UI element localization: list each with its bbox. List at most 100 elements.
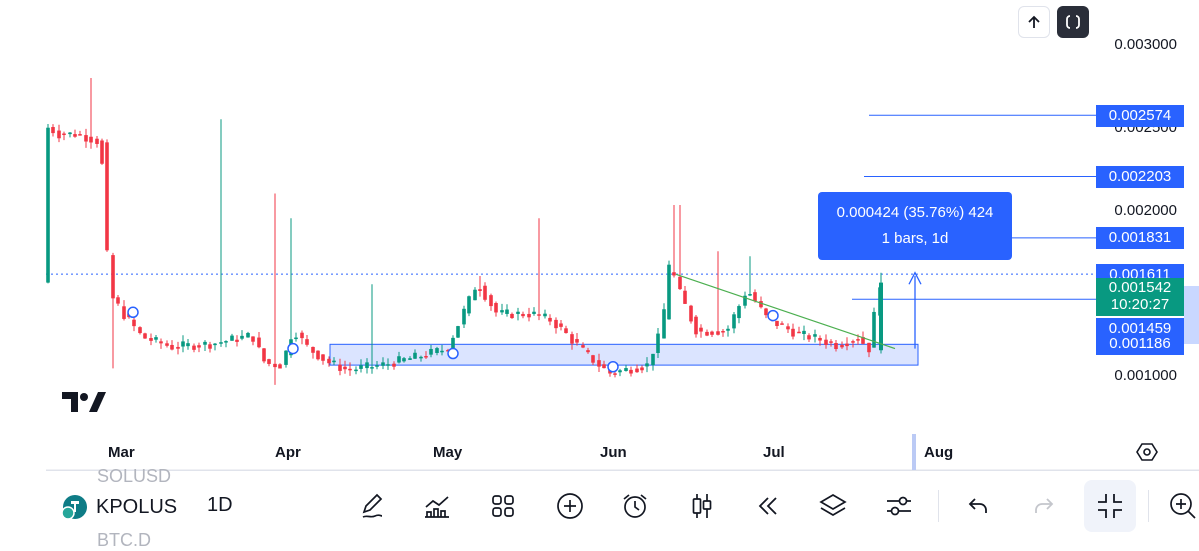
candle-body — [678, 276, 682, 290]
layout-button[interactable] — [485, 488, 521, 524]
candle-body — [462, 308, 466, 325]
x-label: Jul — [763, 444, 785, 461]
x-label: Aug — [924, 444, 954, 461]
candle-body — [381, 362, 385, 366]
candle-body — [78, 134, 82, 136]
candle-body — [451, 337, 455, 349]
settings-icon — [887, 496, 911, 516]
candle-body — [284, 350, 288, 365]
candle-body — [294, 337, 298, 340]
candle-body — [397, 356, 401, 363]
redo-button[interactable] — [1026, 488, 1062, 524]
candle-body — [246, 332, 250, 338]
candle-body — [392, 363, 396, 367]
collapse-button[interactable] — [1084, 480, 1136, 532]
indicators-icon — [425, 496, 449, 518]
fullscreen-button[interactable] — [1057, 6, 1089, 38]
candle-body — [851, 341, 855, 343]
candle-body — [419, 356, 423, 359]
candle-body — [408, 358, 412, 360]
candle-body — [321, 354, 325, 361]
candle-body — [856, 339, 860, 341]
candle-body — [510, 313, 514, 319]
candle-body — [57, 130, 61, 139]
replay-button[interactable] — [750, 488, 786, 524]
candle-body — [435, 348, 439, 353]
candle-body — [824, 339, 828, 345]
candle-body — [872, 311, 876, 348]
fullscreen-icon — [1066, 14, 1080, 30]
candle-body — [786, 326, 790, 330]
symbol-name: KPOLUS — [96, 495, 178, 518]
y-tick: 0.001000 — [1114, 367, 1177, 384]
alarm-icon — [623, 494, 647, 518]
interval-button[interactable]: 1D — [207, 494, 233, 516]
settings-button[interactable] — [881, 488, 917, 524]
candle-body — [818, 337, 822, 341]
candle-body — [635, 368, 639, 373]
candle-body — [651, 353, 655, 366]
objects-button[interactable] — [815, 488, 851, 524]
add-button[interactable] — [552, 488, 588, 524]
price-label[interactable]: 0.002203 — [1096, 166, 1184, 188]
price-label[interactable]: 0.002574 — [1096, 105, 1184, 127]
candle-body — [62, 133, 66, 136]
candle-body — [311, 346, 315, 353]
candle-body — [365, 362, 369, 369]
candle-body — [240, 335, 244, 339]
indicators-button[interactable] — [419, 488, 455, 524]
candle-body — [84, 135, 88, 142]
pencil-icon — [362, 493, 383, 518]
symbol-next[interactable]: BTC.D — [97, 530, 151, 550]
price-scale-highlight — [1184, 286, 1199, 344]
candle-body — [332, 360, 336, 363]
candle-body — [764, 308, 768, 316]
candle-body — [154, 337, 158, 340]
candle-body — [402, 358, 406, 362]
y-tick: 0.003000 — [1114, 36, 1177, 53]
candle-body — [267, 359, 271, 364]
hexagon-settings-icon — [1136, 443, 1158, 461]
candle-body — [570, 334, 574, 344]
last-price-label[interactable]: 0.001542 — [1096, 278, 1184, 298]
candle-body — [667, 264, 671, 320]
symbol-selector[interactable]: KPOLUS — [60, 492, 177, 522]
settings-hex-button[interactable] — [1136, 441, 1158, 468]
price-chart[interactable] — [0, 0, 1199, 470]
candle-body — [861, 337, 865, 344]
candle-body — [624, 368, 628, 371]
y-tick: 0.002000 — [1114, 202, 1177, 219]
candle-body — [483, 285, 487, 300]
candle-body — [348, 368, 352, 371]
candle-body — [440, 350, 444, 353]
candle-body — [721, 331, 725, 333]
candle-body — [656, 333, 660, 353]
candle-body — [176, 346, 180, 349]
price-label[interactable]: 0.001831 — [1096, 227, 1184, 249]
candle-body — [165, 343, 169, 346]
candle-body — [251, 336, 255, 342]
zoom-button[interactable] — [1168, 488, 1199, 524]
chart-type-button[interactable] — [684, 488, 720, 524]
measure-tooltip[interactable]: 0.000424 (35.76%) 424 1 bars, 1d — [818, 192, 1012, 260]
candle-body — [122, 306, 126, 319]
grid-icon — [492, 495, 514, 517]
candle-body — [683, 290, 687, 304]
alert-button[interactable] — [617, 488, 653, 524]
candle-body — [424, 356, 428, 358]
candle-body — [867, 342, 871, 353]
candle-body — [645, 363, 649, 367]
chart-area[interactable]: 0.003000 0.002500 0.002000 0.001000 0.00… — [0, 0, 1199, 470]
candle-body — [89, 136, 93, 143]
price-label[interactable]: 0.001186 — [1096, 333, 1184, 355]
candle-body — [532, 311, 536, 314]
undo-button[interactable] — [960, 488, 996, 524]
candle-body — [197, 345, 201, 348]
x-label: May — [433, 444, 463, 461]
arrow-up-button[interactable] — [1018, 6, 1050, 38]
symbol-prev[interactable]: SOLUSD — [97, 466, 172, 486]
candle-body — [879, 282, 883, 351]
candle-body — [132, 319, 136, 327]
candle-body — [478, 289, 482, 291]
draw-button[interactable] — [354, 488, 390, 524]
